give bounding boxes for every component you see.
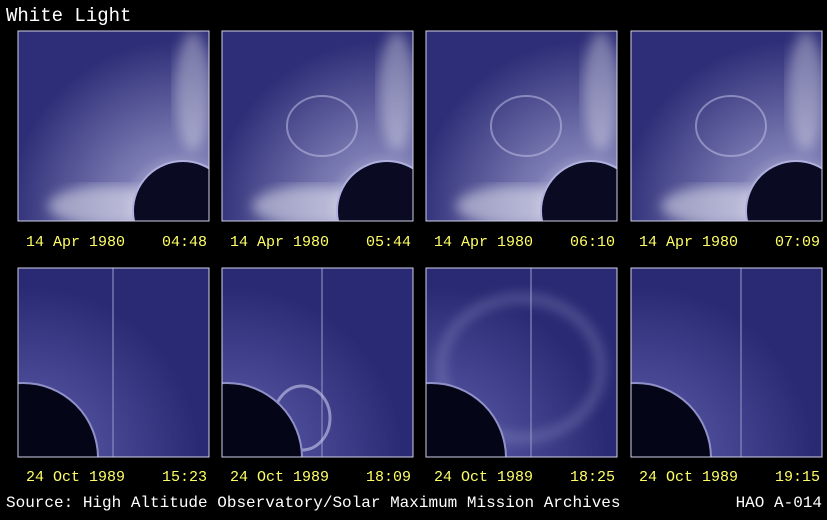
panel-date: 24 Oct 1989: [434, 469, 533, 486]
streamer: [788, 31, 824, 151]
panel-time: 19:15: [775, 469, 820, 486]
streamer: [379, 31, 415, 151]
panel-time: 04:48: [162, 234, 207, 251]
panel-time: 07:09: [775, 234, 820, 251]
figure: White Light Source: High Altitude Observ…: [0, 0, 827, 515]
panel-time: 05:44: [366, 234, 411, 251]
panel-time: 18:09: [366, 469, 411, 486]
panel-date: 14 Apr 1980: [230, 234, 329, 251]
panel-date: 14 Apr 1980: [639, 234, 738, 251]
title: White Light: [6, 5, 131, 27]
source: Source: High Altitude Observatory/Solar …: [6, 494, 621, 512]
panel-date: 14 Apr 1980: [434, 234, 533, 251]
panel-time: 15:23: [162, 469, 207, 486]
panel-time: 18:25: [570, 469, 615, 486]
page: White Light Source: High Altitude Observ…: [0, 0, 827, 515]
panel-date: 14 Apr 1980: [26, 234, 125, 251]
streamer: [175, 31, 211, 151]
panel-date: 24 Oct 1989: [230, 469, 329, 486]
panel-date: 24 Oct 1989: [26, 469, 125, 486]
archive-id: HAO A-014: [736, 494, 822, 512]
panel-time: 06:10: [570, 234, 615, 251]
streamer: [583, 31, 619, 151]
panel-date: 24 Oct 1989: [639, 469, 738, 486]
